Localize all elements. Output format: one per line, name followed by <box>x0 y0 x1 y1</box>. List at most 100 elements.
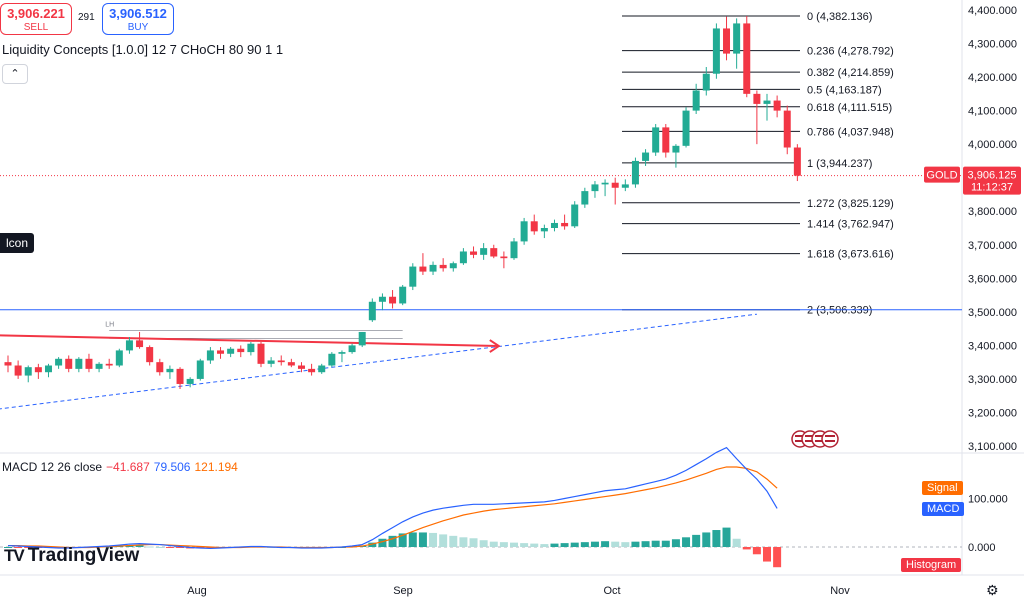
tradingview-logo[interactable]: TV TradingView <box>4 545 139 567</box>
sell-button[interactable]: 3,906.221 SELL <box>0 3 72 35</box>
gear-icon[interactable]: ⚙ <box>986 582 999 598</box>
candle-body <box>419 266 427 272</box>
candle-up <box>652 124 660 156</box>
candle-up <box>621 179 629 192</box>
candle-up <box>318 363 326 374</box>
candle-body <box>662 127 670 153</box>
fib-level-label: 1 (3,944.237) <box>807 158 872 170</box>
price-tick-label: 4,400.000 <box>968 5 1017 17</box>
signal-line <box>8 466 778 549</box>
candle-down <box>530 214 538 235</box>
macd-pill: MACD <box>922 502 965 516</box>
candle-body <box>338 352 346 354</box>
histogram-bar <box>651 540 660 547</box>
fib-level-label: 1.272 (3,825.129) <box>807 198 894 210</box>
histogram-bar <box>14 547 23 548</box>
signal-pill: Signal <box>922 481 963 495</box>
lh-label: LH <box>105 321 114 328</box>
candle-up <box>480 243 488 260</box>
histogram-bar <box>520 543 529 547</box>
candle-down <box>156 358 164 376</box>
histogram-bar <box>24 547 33 548</box>
candle-up <box>601 179 609 197</box>
flag-icon-stripe <box>795 440 805 442</box>
candle-up <box>449 261 457 272</box>
candle-down <box>439 258 447 272</box>
histogram-bar <box>388 535 397 547</box>
candle-down <box>773 95 781 118</box>
grid <box>0 0 1024 576</box>
candle-up <box>763 93 771 121</box>
histogram-bar <box>165 547 174 548</box>
macd-legend[interactable]: MACD 12 26 close −41.687 79.506 121.194 <box>2 460 238 474</box>
tradingview-logo-mark: TV <box>4 546 25 565</box>
histogram-bar <box>145 546 154 548</box>
candle-down <box>85 353 93 373</box>
current-price-label: 3,906.125 <box>968 170 1017 182</box>
buy-button[interactable]: 3,906.512 BUY <box>102 3 174 35</box>
candle-body <box>571 204 579 227</box>
candle-body <box>642 152 650 161</box>
candle-down <box>4 355 12 373</box>
chevron-up-icon[interactable]: ⌃ <box>2 64 28 84</box>
price-tick-label: 3,400.000 <box>968 340 1017 352</box>
histogram-bar <box>702 532 711 547</box>
fib-level-label: 0.786 (4,037.948) <box>807 126 894 138</box>
price-tick-label: 4,000.000 <box>968 139 1017 151</box>
candle-body <box>227 348 235 354</box>
histogram-bar <box>671 539 680 547</box>
histogram-bar <box>641 541 650 547</box>
indicator-title[interactable]: Liquidity Concepts [1.0.0] 12 7 CHoCH 80… <box>2 42 284 57</box>
fibonacci-levels[interactable]: 0 (4,382.136) 0.236 (4,278.792) 0.382 (4,2… <box>622 11 894 317</box>
histogram-bar <box>4 547 12 548</box>
candle-body <box>500 256 508 259</box>
candle-up <box>44 363 52 378</box>
candle-up <box>75 357 83 373</box>
candle-body <box>368 301 376 321</box>
candle-down <box>176 367 184 389</box>
candle-down <box>237 345 245 358</box>
candle-body <box>176 368 184 384</box>
fib-level-label: 0.5 (4,163.187) <box>807 84 882 96</box>
histogram-bar <box>135 545 144 547</box>
candle-up <box>591 181 599 198</box>
candle-up <box>368 298 376 322</box>
trendlines[interactable]: LH <box>0 175 962 410</box>
macd-histogram-value: −41.687 <box>106 460 150 474</box>
candle-up <box>328 352 336 368</box>
candle-down <box>470 246 478 259</box>
red-trendline-arrowhead <box>489 339 501 353</box>
candle-body <box>125 340 133 351</box>
candle-body <box>308 368 316 373</box>
histogram-bar <box>550 543 559 547</box>
candle-up <box>186 377 194 388</box>
fib-level-label: 0.618 (4,111.515) <box>807 102 892 114</box>
candle-up <box>24 365 32 383</box>
histogram-bar <box>540 544 549 547</box>
flag-icon-stripe <box>815 435 825 437</box>
candle-up <box>125 337 133 354</box>
fib-level-label: 1.414 (3,762.947) <box>807 219 894 231</box>
candle-up <box>338 350 346 363</box>
fib-level-label: 0.236 (4,278.792) <box>807 46 894 58</box>
candle-body <box>490 248 498 257</box>
candle-body <box>95 363 103 369</box>
candle-up <box>571 201 579 228</box>
candle-body <box>328 353 336 366</box>
candle-body <box>581 191 589 205</box>
candle-body <box>378 296 386 302</box>
candle-body <box>561 222 569 227</box>
price-tick-label: 3,600.000 <box>968 273 1017 285</box>
price-tick-label: 3,200.000 <box>968 407 1017 419</box>
candle-body <box>743 23 751 94</box>
candle-body <box>318 365 326 373</box>
flag-icon-stripe <box>805 440 815 442</box>
macd-tick-label: 100.000 <box>968 494 1008 506</box>
price-tick-label: 4,100.000 <box>968 106 1017 118</box>
candle-down <box>34 363 42 379</box>
flag-icon-stripe <box>825 435 835 437</box>
candle-up <box>631 157 639 188</box>
price-tick-label: 4,300.000 <box>968 39 1017 51</box>
flag-icon-stripe <box>815 440 825 442</box>
